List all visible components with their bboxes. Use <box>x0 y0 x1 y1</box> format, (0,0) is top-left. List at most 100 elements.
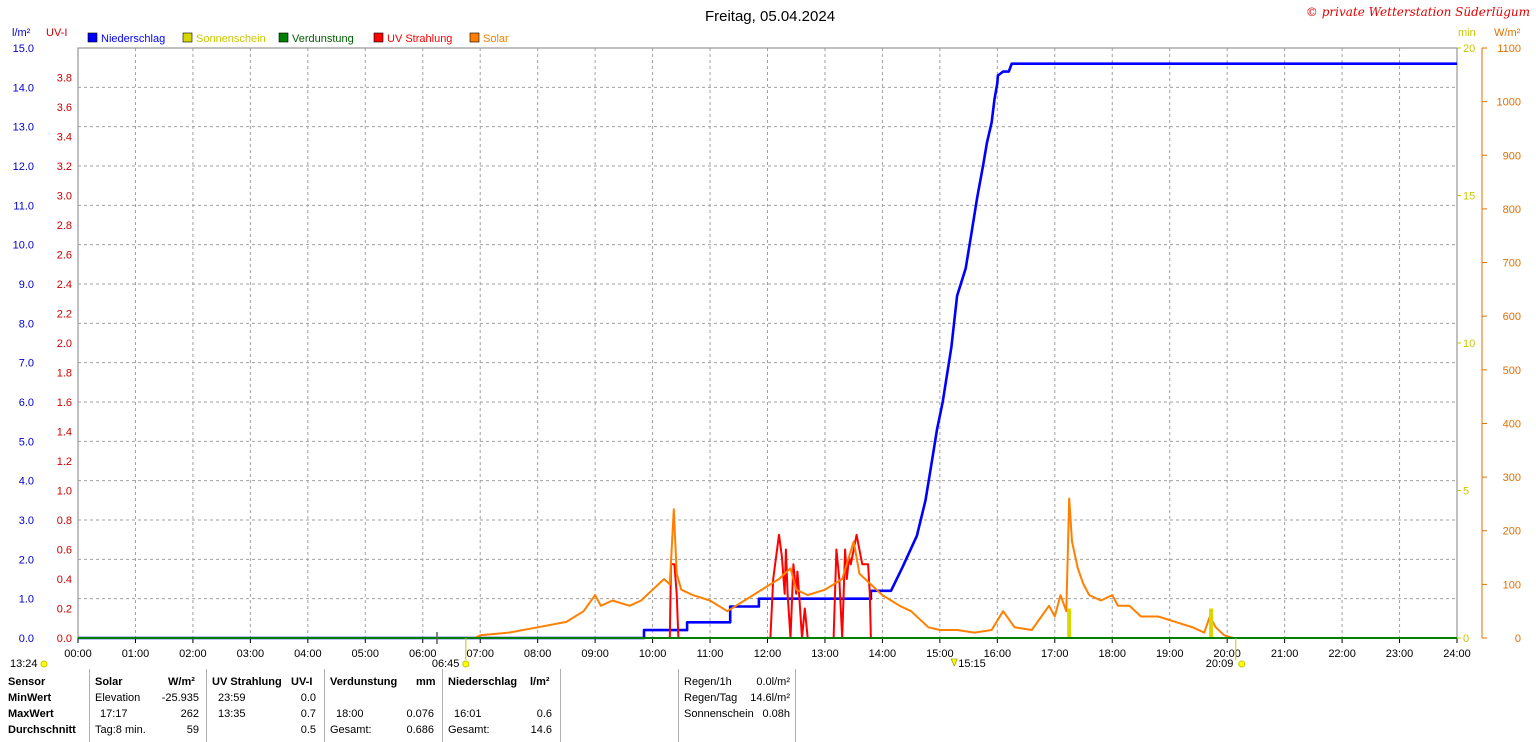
uv-axis-tick-label: 2.4 <box>57 279 72 291</box>
noon-label: 15:15 <box>958 658 986 668</box>
x-tick-label: 01:00 <box>122 648 150 660</box>
sunshine-bar <box>1067 608 1072 638</box>
uv-axis-tick-label: 3.0 <box>57 191 72 203</box>
legend-label: Sonnenschein <box>196 33 266 45</box>
precip-axis-tick-label: 2.0 <box>19 554 34 566</box>
solar-axis-tick-label: 400 <box>1503 418 1521 430</box>
x-tick-label: 10:00 <box>639 648 667 660</box>
precip-series-line <box>78 62 1457 640</box>
solar-avg-label: Tag:8 min. <box>95 724 146 736</box>
uv-axis-tick-label: 0.8 <box>57 515 72 527</box>
x-tick-label: 20:00 <box>1213 648 1241 660</box>
precip-axis-tick-label: 0.0 <box>19 633 34 645</box>
uv-axis-tick-label: 0.2 <box>57 604 72 616</box>
x-tick-label: 17:00 <box>1041 648 1069 660</box>
noon-marker-icon <box>950 658 958 667</box>
solar-unit: W/m² <box>168 676 195 688</box>
uv-axis-tick-label: 2.8 <box>57 220 72 232</box>
sunset-label: 20:09 <box>1206 658 1234 668</box>
nied-max-label: 16:01 <box>454 708 482 720</box>
sun-axis-tick-label: 20 <box>1463 43 1475 55</box>
precip-axis-tick-label: 8.0 <box>19 318 34 330</box>
row-header-avg: Durchschnitt <box>8 724 76 736</box>
solar-min-label: Elevation <box>95 692 141 704</box>
x-tick-label: 22:00 <box>1328 648 1356 660</box>
x-tick-label: 03:00 <box>237 648 265 660</box>
legend-swatch <box>278 32 289 43</box>
uv-axis-tick-label: 1.6 <box>57 397 72 409</box>
summary-rain-hour-label: Regen/1h <box>684 676 732 688</box>
summary-rain-day-label: Regen/Tag <box>684 692 738 704</box>
uv-max-label: 13:35 <box>218 708 246 720</box>
x-tick-label: 05:00 <box>352 648 380 660</box>
start-time-label: 13:24 <box>10 658 38 668</box>
uv-axis-tick-label: 1.8 <box>57 368 72 380</box>
precip-axis-tick-label: 1.0 <box>19 594 34 606</box>
x-tick-label: 19:00 <box>1156 648 1184 660</box>
summary-sunshine-value: 0.08h <box>762 708 790 720</box>
x-tick-label: 06:00 <box>409 648 437 660</box>
precip-axis-tick-label: 12.0 <box>13 161 34 173</box>
precip-axis-tick-label: 7.0 <box>19 358 34 370</box>
x-tick-label: 15:00 <box>926 648 954 660</box>
uv-min-value: 0.0 <box>300 692 316 704</box>
precip-axis-tick-label: 5.0 <box>19 436 34 448</box>
nied-max-value: 0.6 <box>536 708 552 720</box>
solar-axis-tick-label: 300 <box>1503 472 1521 484</box>
x-tick-label: 00:00 <box>64 648 92 660</box>
uv-title: UV Strahlung <box>212 676 282 688</box>
uv-axis-tick-label: 2.0 <box>57 338 72 350</box>
legend-label: Niederschlag <box>101 33 165 45</box>
verd-unit: mm <box>416 676 436 688</box>
solar-min-value: -25.935 <box>161 692 199 704</box>
sunrise-label: 06:45 <box>432 658 460 668</box>
uv-axis-tick-label: 3.6 <box>57 102 72 114</box>
precip-axis-tick-label: 13.0 <box>13 122 34 134</box>
x-tick-label: 16:00 <box>984 648 1012 660</box>
uv-min-label: 23:59 <box>218 692 246 704</box>
precip-axis-unit: l/m² <box>12 27 31 39</box>
verd-total-value: 0.686 <box>406 724 434 736</box>
solar-axis-unit: W/m² <box>1494 27 1521 39</box>
sun-axis-unit: min <box>1458 27 1476 39</box>
summary-sunshine-label: Sonnenschein <box>684 708 754 720</box>
solar-axis-tick-label: 0 <box>1515 633 1521 645</box>
x-tick-label: 07:00 <box>466 648 494 660</box>
uv-avg-value: 0.5 <box>300 724 316 736</box>
row-header-max: MaxWert <box>8 708 54 720</box>
legend-swatch <box>87 32 98 43</box>
x-tick-label: 02:00 <box>179 648 207 660</box>
precip-axis-tick-label: 14.0 <box>13 82 34 94</box>
solar-axis-tick-label: 900 <box>1503 150 1521 162</box>
sun-axis-tick-label: 5 <box>1463 486 1469 498</box>
legend-label: Verdunstung <box>292 33 354 45</box>
x-tick-label: 08:00 <box>524 648 552 660</box>
x-tick-label: 11:00 <box>697 648 724 660</box>
solar-axis-tick-label: 500 <box>1503 365 1521 377</box>
nied-unit: l/m² <box>530 676 550 688</box>
uv-axis-tick-label: 1.2 <box>57 456 72 468</box>
uv-axis-tick-label: 1.0 <box>57 486 72 498</box>
x-tick-label: 23:00 <box>1386 648 1414 660</box>
summary-rain-hour-value: 0.0l/m² <box>756 676 790 688</box>
uv-axis-tick-label: 0.6 <box>57 545 72 557</box>
solar-max-label: 17:17 <box>100 708 128 720</box>
x-tick-label: 14:00 <box>869 648 897 660</box>
solar-series-line <box>78 497 1457 639</box>
sun-axis-tick-label: 10 <box>1463 338 1475 350</box>
solar-axis-tick-label: 600 <box>1503 311 1521 323</box>
summary-rain-day-value: 14.6l/m² <box>750 692 790 704</box>
precip-axis-tick-label: 6.0 <box>19 397 34 409</box>
sunrise-icon <box>462 660 470 668</box>
legend-swatch <box>469 32 480 43</box>
uv-axis-tick-label: 3.4 <box>57 132 72 144</box>
precip-axis-tick-label: 10.0 <box>13 240 34 252</box>
uv-axis-tick-label: 2.2 <box>57 309 72 321</box>
solar-axis-tick-label: 1000 <box>1497 97 1521 109</box>
sun-axis-tick-label: 15 <box>1463 191 1475 203</box>
solar-max-value: 262 <box>180 708 199 720</box>
x-tick-label: 12:00 <box>754 648 782 660</box>
uv-axis-tick-label: 0.0 <box>57 633 72 645</box>
nied-total-value: 14.6 <box>530 724 552 736</box>
legend-label: UV Strahlung <box>387 33 452 45</box>
